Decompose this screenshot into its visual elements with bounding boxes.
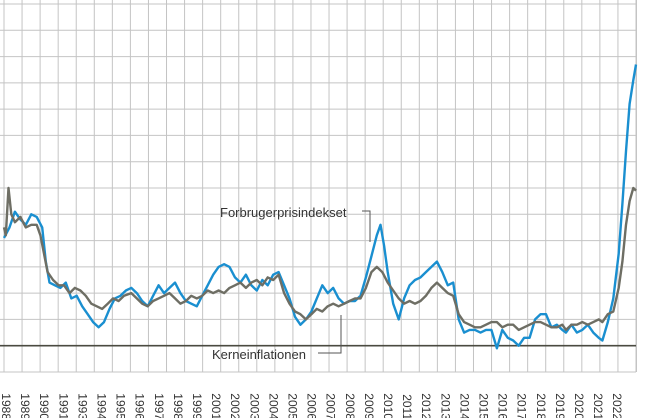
annotation-leader-kerneinflationen — [318, 315, 342, 354]
x-tick-label: 2004 — [266, 393, 280, 418]
x-tick-label: 2019 — [553, 393, 567, 418]
series-layer — [2, 64, 638, 350]
x-tick-label: 2011 — [400, 394, 414, 418]
x-axis-tick-labels: 1988 1989 1990 1991 1993 1994 1995 1996 1997 1998… — [0, 393, 624, 418]
x-tick-label: 1999 — [190, 393, 204, 418]
x-tick-label: 2005 — [286, 393, 300, 418]
x-tick-label: 2003 — [247, 393, 261, 418]
x-tick-label: 1989 — [18, 393, 32, 418]
x-tick-label: 2002 — [228, 393, 242, 418]
x-tick-label: 2012 — [419, 393, 433, 418]
x-tick-label: 2006 — [305, 393, 319, 418]
annotation-forbrugerprisindekset: Forbrugerprisindekset — [220, 205, 347, 220]
x-tick-label: 2001 — [209, 393, 223, 418]
series-line-kerneinflationen — [2, 186, 637, 332]
series-line-forbrugerprisindekset — [2, 64, 638, 350]
x-tick-label: 1997 — [152, 393, 166, 418]
annotation-layer: Forbrugerprisindekset Kerneinflationen — [212, 205, 371, 362]
x-tick-label: 2015 — [477, 393, 491, 418]
x-tick-label: 2018 — [534, 393, 548, 418]
chart-grid — [0, 0, 637, 373]
x-tick-label: 2008 — [343, 393, 357, 418]
x-tick-label: 2007 — [324, 393, 338, 418]
x-tick-label: 1990 — [37, 393, 51, 418]
x-tick-label: 2014 — [457, 393, 471, 418]
x-tick-label: 2021 — [591, 393, 605, 418]
x-tick-label: 2009 — [362, 393, 376, 418]
x-tick-label: 2016 — [496, 393, 510, 418]
x-tick-label: 2022 — [610, 393, 624, 418]
x-tick-label: 1995 — [114, 393, 128, 418]
x-tick-label: 1988 — [0, 393, 13, 418]
x-tick-label: 2020 — [572, 393, 586, 418]
x-tick-label: 1993 — [75, 393, 89, 418]
annotation-leader-forbrugerprisindekset — [362, 210, 371, 242]
x-tick-label: 2013 — [438, 393, 452, 418]
x-tick-label: 2010 — [381, 393, 395, 418]
x-tick-label: 1998 — [171, 393, 185, 418]
x-tick-label: 2017 — [515, 393, 529, 418]
annotation-kerneinflationen: Kerneinflationen — [212, 347, 306, 362]
x-tick-label: 1991 — [56, 393, 70, 418]
x-tick-label: 1994 — [95, 393, 109, 418]
x-tick-label: 1996 — [133, 393, 147, 418]
